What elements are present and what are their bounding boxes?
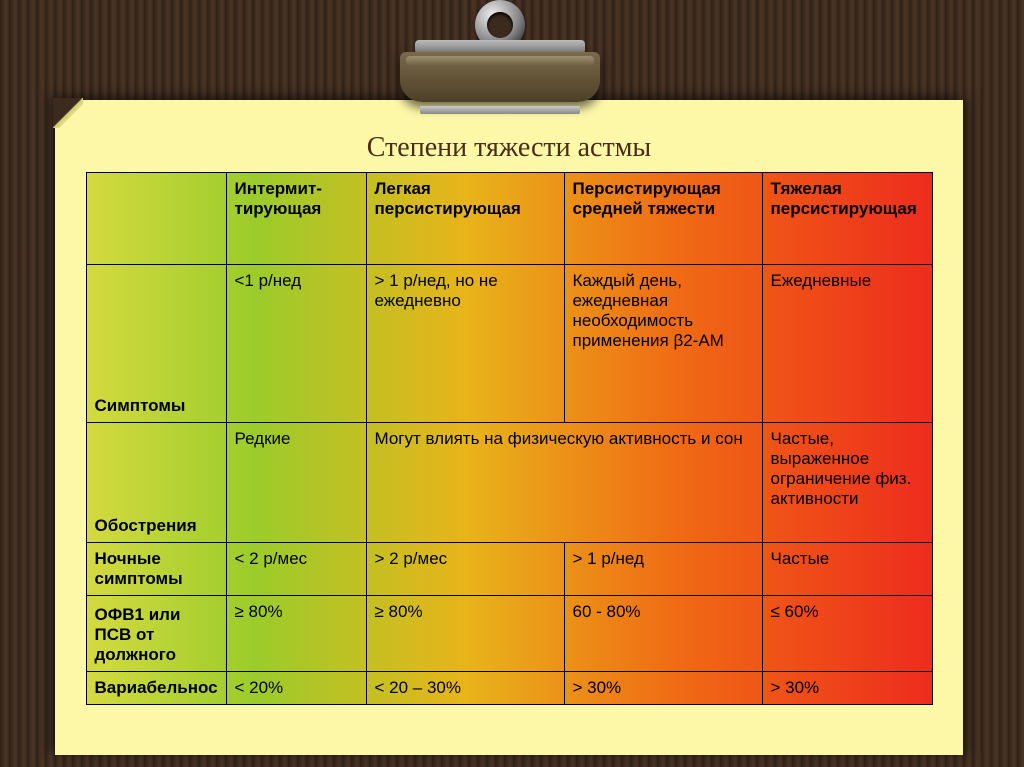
sticky-note: Степени тяжести астмы Интермит-тирующая …	[55, 100, 963, 755]
row-label-exacerbations: Обострения	[86, 423, 226, 543]
severity-table: Интермит-тирующая Легкая персистирующая …	[86, 172, 933, 705]
table-row: Вариабельнос < 20% < 20 – 30% > 30% > 30…	[86, 672, 932, 705]
cell: Частые, выраженное ограничение физ. акти…	[762, 423, 932, 543]
cell: > 1 р/нед	[564, 543, 762, 596]
table-row: Обострения Редкие Могут влиять на физиче…	[86, 423, 932, 543]
table-row: Ночные симптомы < 2 р/мес > 2 р/мес > 1 …	[86, 543, 932, 596]
header-col4: Тяжелая персистирующая	[762, 173, 932, 265]
cell: Ежедневные	[762, 265, 932, 423]
cell: > 2 р/мес	[366, 543, 564, 596]
cell: > 30%	[762, 672, 932, 705]
row-label-ofv: ОФВ1 или ПСВ от должного	[86, 596, 226, 672]
cell: Редкие	[226, 423, 366, 543]
cell: < 20 – 30%	[366, 672, 564, 705]
table-row: ОФВ1 или ПСВ от должного ≥ 80% ≥ 80% 60 …	[86, 596, 932, 672]
header-col1: Интермит-тирующая	[226, 173, 366, 265]
cell: ≤ 60%	[762, 596, 932, 672]
cell: ≥ 80%	[226, 596, 366, 672]
row-label-variability: Вариабельнос	[86, 672, 226, 705]
cell: 60 - 80%	[564, 596, 762, 672]
cell: < 20%	[226, 672, 366, 705]
header-empty	[86, 173, 226, 265]
cell: < 2 р/мес	[226, 543, 366, 596]
header-col2: Легкая персистирующая	[366, 173, 564, 265]
cell: ≥ 80%	[366, 596, 564, 672]
slide-title: Степени тяжести астмы	[55, 100, 963, 172]
cell: <1 р/нед	[226, 265, 366, 423]
cell-merged: Могут влиять на физическую активность и …	[366, 423, 762, 543]
cell: Частые	[762, 543, 932, 596]
row-label-night: Ночные симптомы	[86, 543, 226, 596]
cell: Каждый день, ежедневная необходимость пр…	[564, 265, 762, 423]
header-row: Интермит-тирующая Легкая персистирующая …	[86, 173, 932, 265]
table-row: Симптомы <1 р/нед > 1 р/нед, но не ежедн…	[86, 265, 932, 423]
cell: > 1 р/нед, но не ежедневно	[366, 265, 564, 423]
cell: > 30%	[564, 672, 762, 705]
row-label-symptoms: Симптомы	[86, 265, 226, 423]
header-col3: Персистирующая средней тяжести	[564, 173, 762, 265]
